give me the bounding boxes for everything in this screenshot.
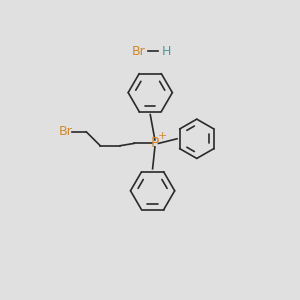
- Text: P: P: [151, 136, 159, 150]
- Text: Br: Br: [58, 125, 72, 138]
- Text: H: H: [162, 44, 171, 58]
- Text: Br: Br: [132, 44, 145, 58]
- Text: +: +: [158, 131, 167, 141]
